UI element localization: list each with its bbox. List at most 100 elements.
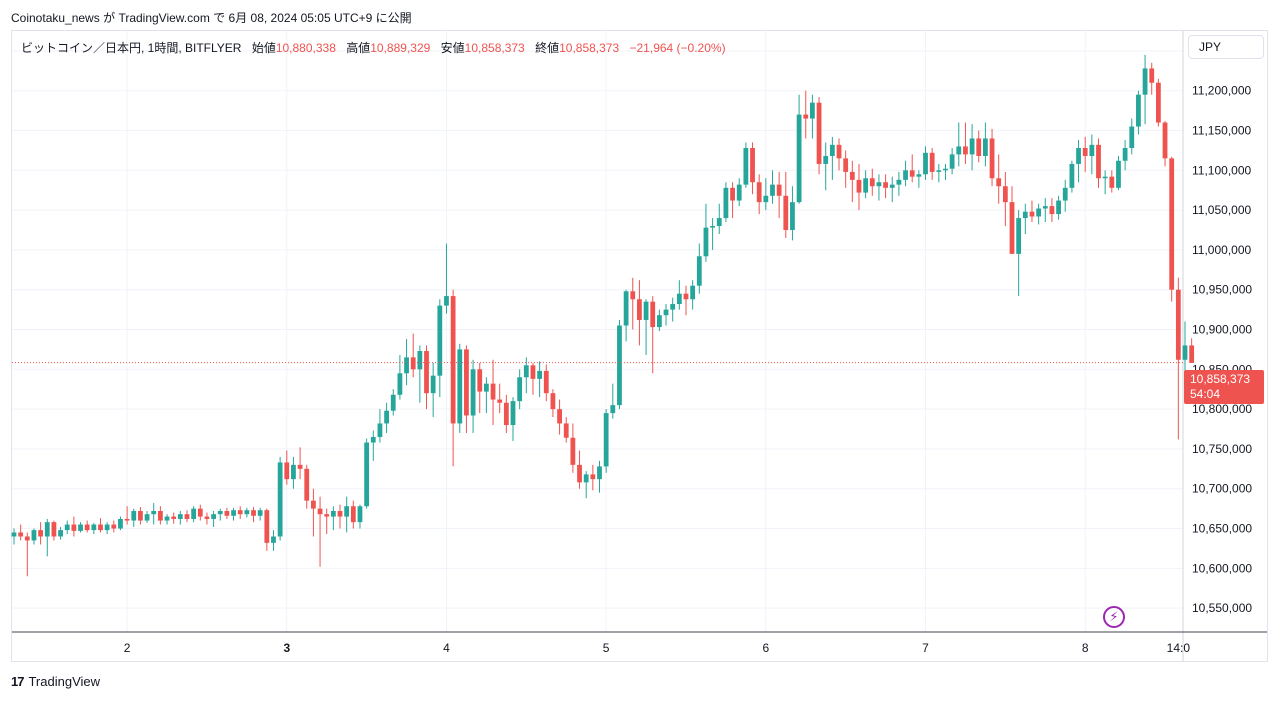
low-label: 安値 xyxy=(440,41,465,55)
candle-body xyxy=(144,514,150,521)
candle-body xyxy=(1089,144,1095,156)
candle-body xyxy=(597,466,602,480)
candle-body xyxy=(577,464,582,483)
candle-body xyxy=(490,383,496,400)
tradingview-logo[interactable]: 17 TradingView xyxy=(11,674,100,689)
candle-body xyxy=(710,226,715,228)
candle-body xyxy=(430,375,436,394)
candle-body xyxy=(457,349,463,424)
candle-body xyxy=(1169,158,1175,290)
candle-body xyxy=(231,510,236,516)
candle-body xyxy=(410,357,416,370)
candle-body xyxy=(64,524,70,531)
high-value: 10,889,329 xyxy=(370,41,431,55)
candle-body xyxy=(444,296,449,306)
candle-body xyxy=(177,514,183,519)
candle-body xyxy=(563,423,569,438)
candle-body xyxy=(217,511,223,515)
candle-body xyxy=(51,522,57,537)
candle-body xyxy=(38,530,44,537)
candle-body xyxy=(350,506,356,523)
candle-body xyxy=(1182,345,1188,360)
candle-body xyxy=(357,506,363,523)
candle-body xyxy=(111,524,117,529)
candle-body xyxy=(510,401,516,426)
candle-body xyxy=(863,178,869,193)
candle-body xyxy=(1162,122,1168,159)
candle-body xyxy=(1036,208,1042,217)
x-tick-label: 5 xyxy=(603,641,610,655)
candle-body xyxy=(1109,176,1115,188)
currency-label: JPY xyxy=(1199,40,1222,54)
candle-body xyxy=(537,370,543,379)
candle-body xyxy=(284,462,290,480)
candle-body xyxy=(244,510,250,515)
currency-button[interactable]: JPY xyxy=(1188,35,1264,59)
candle-body xyxy=(1149,68,1155,83)
candle-body xyxy=(131,511,137,521)
candle-body xyxy=(543,370,549,394)
candle-body xyxy=(603,413,609,467)
candle-body xyxy=(1102,176,1108,179)
candle-body xyxy=(237,510,243,515)
candle-body xyxy=(151,511,157,515)
candle-body xyxy=(1175,289,1181,360)
candle-body xyxy=(696,256,702,286)
candle-body xyxy=(590,474,596,480)
candle-body xyxy=(497,399,503,403)
published-label: 公開 xyxy=(387,11,412,25)
y-tick-label: 11,150,000 xyxy=(1192,124,1251,138)
candle-body xyxy=(98,524,103,531)
candle-body xyxy=(843,158,849,172)
chart-frame xyxy=(11,30,1268,662)
candle-body xyxy=(929,152,935,172)
y-tick-label: 11,200,000 xyxy=(1192,84,1251,98)
ni-particle: に xyxy=(375,11,388,25)
candle-body xyxy=(384,410,389,424)
lightning-icon[interactable]: ⚡ xyxy=(1103,606,1125,628)
candle-body xyxy=(1155,82,1161,123)
candle-body xyxy=(424,351,429,394)
candle-body xyxy=(623,291,629,326)
candle-body xyxy=(683,293,689,300)
change-value: −21,964 (−0.20%) xyxy=(629,41,726,55)
candle-body xyxy=(1062,187,1068,201)
candle-body xyxy=(370,436,376,443)
candle-body xyxy=(330,511,336,517)
candle-body xyxy=(437,305,443,376)
candle-body xyxy=(976,138,982,156)
candle-body xyxy=(390,394,396,411)
candle-body xyxy=(703,227,709,257)
candle-body xyxy=(224,511,230,516)
x-tick-label: 14:0 xyxy=(1167,641,1191,655)
candle-body xyxy=(790,202,795,231)
candle-body xyxy=(1022,211,1028,219)
candle-body xyxy=(71,524,77,531)
candle-body xyxy=(889,184,895,188)
candle-body xyxy=(1049,206,1055,215)
candle-body xyxy=(690,285,696,300)
symbol-label: ビットコイン／日本円, 1時間, BITFLYER xyxy=(21,41,242,55)
x-tick-label: 2 xyxy=(124,641,131,655)
candle-body xyxy=(743,148,749,185)
candle-body xyxy=(730,187,735,201)
x-tick-label: 3 xyxy=(283,641,290,655)
candle-body xyxy=(1076,148,1081,164)
tradingview-logo-text: TradingView xyxy=(28,674,101,689)
close-value: 10,858,373 xyxy=(559,41,620,55)
tradingview-logo-icon: 17 xyxy=(11,674,25,689)
candle-body xyxy=(58,530,63,537)
y-tick-label: 10,550,000 xyxy=(1192,601,1252,615)
candle-body xyxy=(84,524,90,531)
candle-body xyxy=(836,144,842,159)
candle-body xyxy=(184,514,190,519)
candle-body xyxy=(171,516,177,519)
candle-body xyxy=(949,154,955,169)
candle-body xyxy=(1002,186,1008,203)
site-name: TradingView.com xyxy=(118,11,210,25)
candle-body xyxy=(650,301,656,328)
candle-body xyxy=(896,179,902,185)
x-tick-label: 7 xyxy=(922,641,929,655)
candle-body xyxy=(523,365,529,378)
